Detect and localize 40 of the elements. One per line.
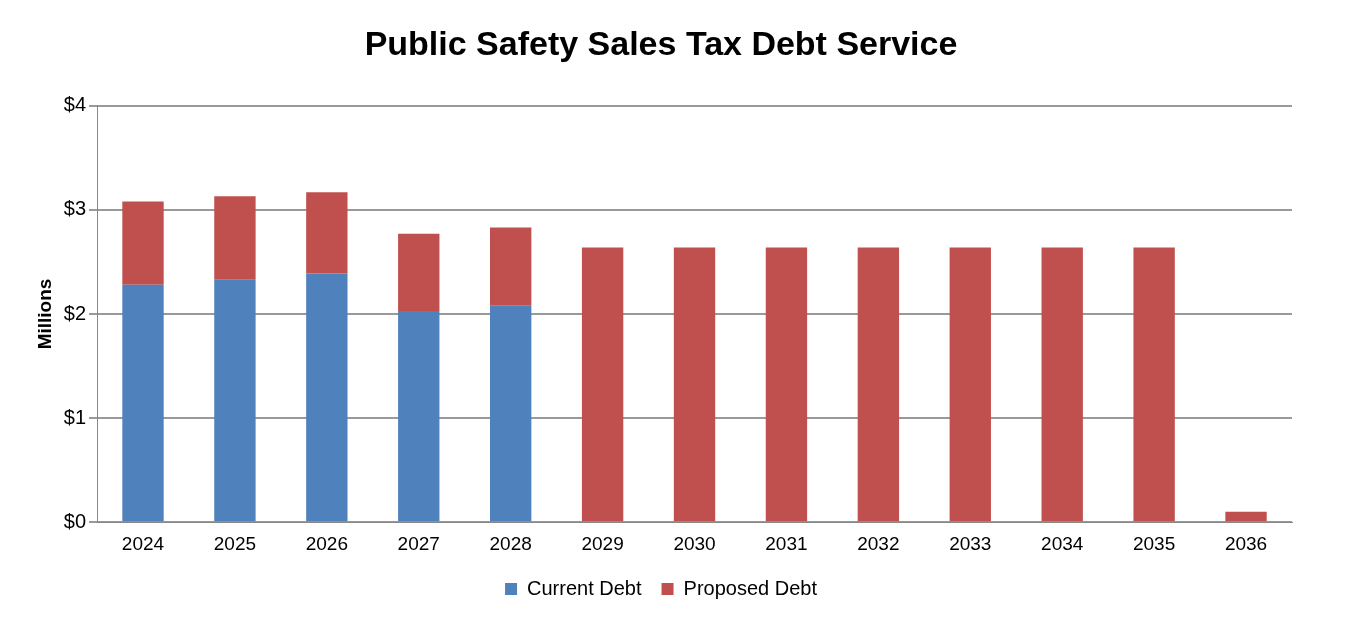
bar (398, 233, 440, 311)
x-tick-label: 2026 (305, 532, 348, 554)
y-tick-label: $4 (63, 93, 87, 116)
x-tick-label: 2035 (1132, 532, 1176, 554)
chart-title: Public Safety Sales Tax Debt Service (364, 23, 958, 62)
x-tick-label: 2024 (121, 532, 165, 554)
bar (490, 227, 532, 306)
bar (1133, 247, 1175, 522)
bar (306, 192, 348, 274)
x-tick-label: 2033 (949, 532, 992, 554)
bar (214, 196, 256, 280)
x-tick-label: 2032 (857, 532, 900, 554)
y-tick-label: $2 (63, 301, 87, 324)
legend-label: Current Debt (527, 576, 642, 599)
x-tick-label: 2029 (581, 532, 624, 554)
x-tick-label: 2034 (1041, 532, 1084, 554)
x-tick-label: 2031 (765, 532, 808, 554)
bar (122, 201, 164, 285)
x-tick-label: 2036 (1224, 532, 1268, 554)
x-tick-label: 2028 (489, 532, 532, 554)
bar (581, 247, 624, 522)
y-axis-title: Millions (33, 278, 55, 350)
bar (949, 247, 991, 522)
bar (673, 247, 716, 522)
x-tick-label: 2027 (397, 532, 440, 554)
y-tick-label: $1 (63, 405, 87, 428)
bar (857, 247, 900, 522)
bar (1041, 247, 1083, 522)
bar (765, 247, 808, 522)
x-tick-label: 2030 (673, 532, 716, 554)
bar (490, 305, 532, 522)
y-tick-label: $0 (63, 509, 87, 532)
x-tick-label: 2025 (213, 532, 257, 554)
bar (306, 273, 348, 522)
bar (1225, 511, 1267, 522)
bar (398, 310, 440, 522)
legend-label: Proposed Debt (683, 576, 818, 599)
bar (214, 279, 256, 522)
bar (122, 284, 164, 522)
y-tick-label: $3 (63, 197, 87, 220)
